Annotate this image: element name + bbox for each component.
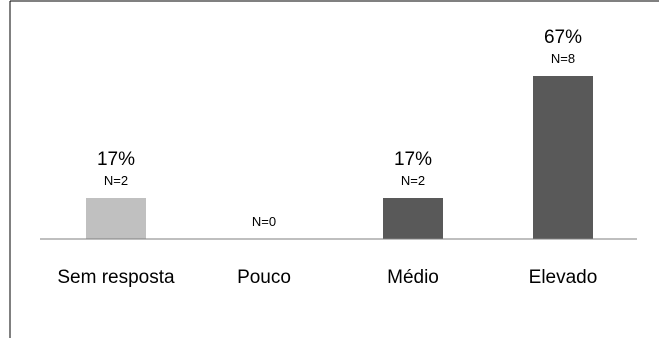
- n-count-label: N=2: [104, 173, 128, 188]
- bar-0: [86, 198, 146, 239]
- bar-3: [533, 76, 593, 239]
- percent-label: 67%: [544, 27, 582, 48]
- category-tick-label: Pouco: [237, 267, 291, 288]
- bars-group: [86, 76, 593, 239]
- category-tick-label: Elevado: [529, 267, 598, 288]
- n-count-label: N=8: [551, 51, 575, 66]
- bar-2: [383, 198, 443, 239]
- percent-label: 17%: [394, 149, 432, 170]
- labels-group: N=2 17% Sem resposta N=0 Pouco N=2 17% Médio N=8…: [57, 27, 597, 288]
- n-count-label: N=0: [252, 214, 276, 229]
- category-tick-label: Sem resposta: [57, 267, 175, 288]
- n-count-label: N=2: [401, 173, 425, 188]
- category-tick-label: Médio: [387, 267, 439, 288]
- percent-label: 17%: [97, 149, 135, 170]
